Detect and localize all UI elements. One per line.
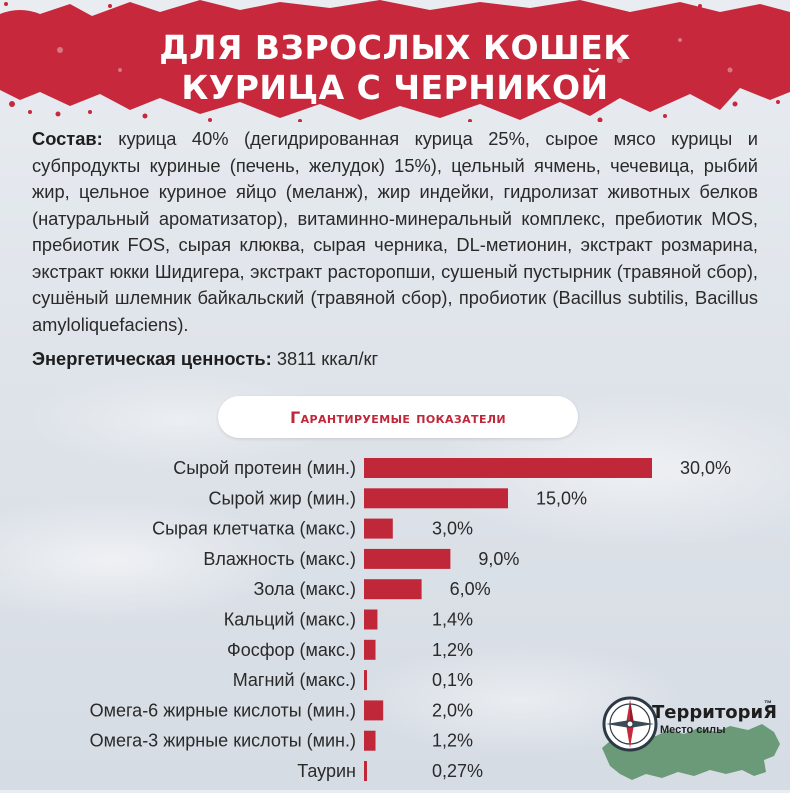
value-label: 9,0% — [478, 549, 519, 569]
bar — [364, 670, 367, 691]
category-label: Кальций (макс.) — [224, 610, 356, 630]
value-label: 3,0% — [432, 519, 473, 539]
category-label: Таурин — [297, 761, 356, 781]
value-label: 1,2% — [432, 640, 473, 660]
logo-name: ТерриториЯ — [652, 702, 778, 723]
energy-line: Энергетическая ценность: 3811 ккал/кг — [32, 346, 378, 372]
composition-paragraph: Состав: курица 40% (дегидрированная кури… — [32, 126, 758, 338]
bar — [364, 458, 652, 478]
banner-splash-shape — [0, 0, 790, 122]
chart-title: Гарантируемые показатели — [289, 407, 507, 427]
logo-trademark: ™ — [764, 699, 772, 708]
energy-value: 3811 ккал/кг — [276, 348, 379, 369]
category-label: Сырой протеин (мин.) — [173, 458, 356, 478]
chart-title-pill: Гарантируемые показатели — [218, 396, 578, 438]
territory-logo — [598, 690, 784, 788]
russia-map-icon — [602, 696, 780, 780]
bar — [364, 488, 508, 509]
bar — [364, 700, 384, 721]
composition-text: курица 40% (дегидрированная курица 25%, … — [32, 128, 758, 335]
value-label: 6,0% — [450, 579, 491, 599]
value-label: 0,1% — [432, 670, 473, 690]
bar — [364, 761, 367, 781]
bar — [364, 548, 451, 569]
value-label: 1,4% — [432, 610, 473, 630]
category-label: Сырой жир (мин.) — [209, 488, 356, 508]
energy-label: Энергетическая ценность: — [32, 348, 272, 369]
composition-label: Состав: — [32, 128, 103, 149]
category-label: Зола (макс.) — [254, 579, 356, 599]
value-label: 30,0% — [680, 458, 731, 478]
value-label: 1,2% — [432, 731, 473, 751]
category-label: Магний (макс.) — [233, 670, 356, 690]
category-label: Омега-6 жирные кислоты (мин.) — [90, 700, 356, 720]
bar — [364, 518, 393, 539]
bar — [364, 730, 376, 751]
category-label: Влажность (макс.) — [203, 549, 356, 569]
logo-subtitle: Место силы — [660, 724, 726, 736]
value-label: 15,0% — [536, 488, 587, 508]
value-label: 2,0% — [432, 700, 473, 720]
page-title: Для взрослых кошек Курица с черникой — [0, 28, 790, 108]
bar — [364, 579, 422, 600]
category-label: Омега-3 жирные кислоты (мин.) — [90, 731, 356, 751]
compass-icon — [602, 696, 658, 752]
title-line-2: Курица с черникой — [181, 68, 609, 107]
category-label: Фосфор (макс.) — [227, 640, 356, 660]
header-banner: Для взрослых кошек Курица с черникой — [0, 0, 790, 122]
title-line-1: Для взрослых кошек — [159, 28, 631, 67]
category-label: Сырая клетчатка (макс.) — [152, 519, 356, 539]
bar — [364, 609, 378, 630]
value-label: 0,27% — [432, 761, 483, 781]
bar — [364, 639, 376, 660]
